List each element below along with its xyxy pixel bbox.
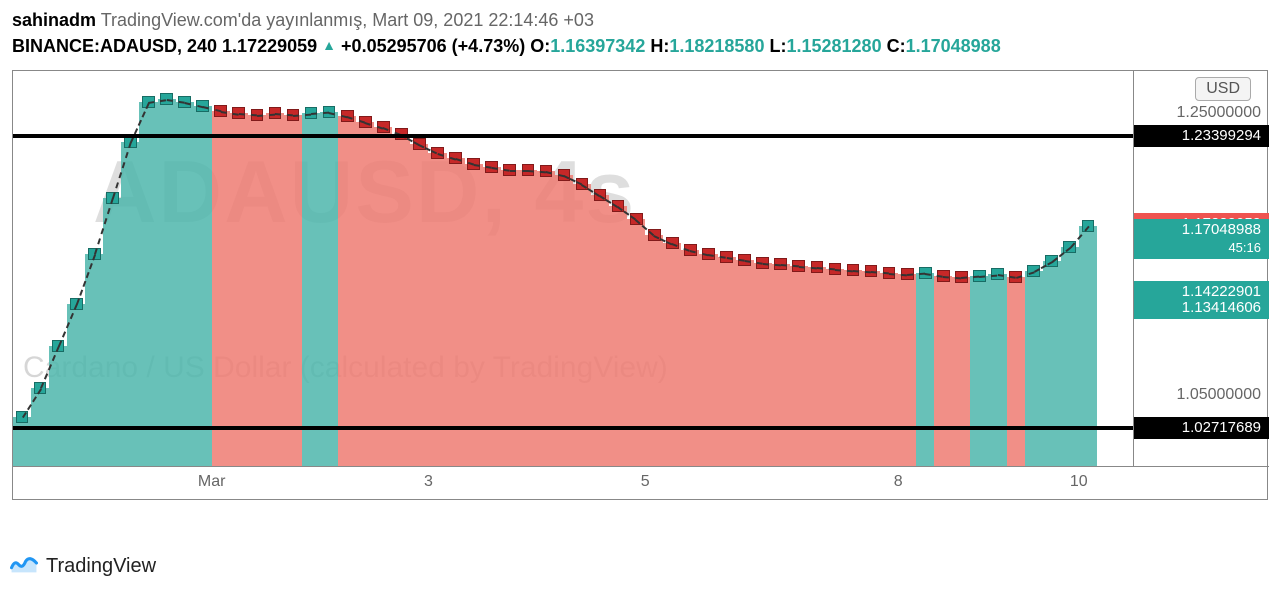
symbol: BINANCE:ADAUSD, 240 [12, 36, 217, 56]
area-column [356, 122, 374, 466]
area-column [844, 270, 862, 466]
area-column [320, 112, 338, 466]
area-column [681, 250, 699, 466]
area-column [826, 269, 844, 467]
area-column [1007, 277, 1025, 466]
area-column [519, 170, 537, 466]
area-column [121, 142, 139, 466]
area-column [176, 102, 194, 466]
time-axis[interactable]: Mar 3 5 8 10 [13, 466, 1269, 500]
x-tick-label: 5 [641, 473, 650, 491]
area-column [465, 164, 483, 466]
published-text: TradingView.com'da yayınlanmış, Mart 09,… [101, 10, 594, 30]
hline-price-badge: 1.02717689 [1134, 417, 1269, 439]
x-tick-label: 8 [894, 473, 903, 491]
area-column [988, 274, 1006, 466]
area-column [970, 276, 988, 466]
high-label: H: [650, 36, 669, 56]
area-column [790, 266, 808, 466]
area-column [754, 263, 772, 466]
area-column [374, 127, 392, 466]
area-column [248, 115, 266, 466]
change-abs: +0.05295706 [341, 36, 447, 56]
publish-line: sahinadm TradingView.com'da yayınlanmış,… [12, 8, 1268, 32]
username: sahinadm [12, 10, 96, 30]
area-column [139, 102, 157, 466]
quote-line: BINANCE:ADAUSD, 240 1.17229059 ▲ +0.0529… [12, 34, 1268, 59]
high-value: 1.18218580 [669, 36, 764, 56]
area-column [916, 273, 934, 466]
hline-price-badge: 1.23399294 [1134, 125, 1269, 147]
open-value: 1.16397342 [550, 36, 645, 56]
area-column [699, 254, 717, 466]
open-label: O: [530, 36, 550, 56]
area-column [85, 254, 103, 466]
arrow-up-icon: ▲ [322, 37, 336, 53]
area-column [663, 243, 681, 466]
area-column [501, 170, 519, 466]
area-column [13, 417, 31, 466]
area-column [410, 144, 428, 466]
y-tick-label: 1.05000000 [1176, 386, 1261, 404]
area-column [266, 113, 284, 466]
price-badge-countdown: 45:16 [1134, 237, 1269, 259]
area-column [952, 277, 970, 466]
area-column [573, 184, 591, 466]
area-column [1025, 271, 1043, 466]
area-column [67, 304, 85, 466]
area-column [555, 175, 573, 466]
area-column [158, 99, 176, 466]
area-column [1061, 247, 1079, 466]
area-column [934, 276, 952, 466]
area-column [898, 274, 916, 466]
low-value: 1.15281280 [786, 36, 881, 56]
area-column [862, 271, 880, 466]
area-column [880, 273, 898, 466]
chart-container[interactable]: ADAUSD, 4s Cardano / US Dollar (calculat… [12, 70, 1268, 500]
price-axis[interactable]: USD 1.23399294 1.02717689 1.25000000 1.0500… [1133, 71, 1269, 466]
horizontal-line[interactable] [13, 426, 1133, 430]
area-column [736, 260, 754, 466]
horizontal-line[interactable] [13, 134, 1133, 138]
area-column [230, 113, 248, 466]
area-column [428, 153, 446, 466]
area-column [302, 113, 320, 466]
chart-plot[interactable]: ADAUSD, 4s Cardano / US Dollar (calculat… [13, 71, 1133, 466]
outline-segment [510, 170, 528, 172]
last-price: 1.17229059 [222, 36, 317, 56]
change-pct: (+4.73%) [452, 36, 526, 56]
tradingview-logo-icon [10, 553, 38, 579]
area-column [772, 264, 790, 466]
area-column [483, 167, 501, 466]
brand-footer: TradingView [10, 553, 156, 579]
brand-name: TradingView [46, 555, 156, 578]
area-column [1043, 261, 1061, 466]
area-column [392, 134, 410, 466]
price-badge: 1.13414606 [1134, 297, 1269, 319]
area-column [718, 257, 736, 466]
area-column [808, 267, 826, 466]
area-column [338, 116, 356, 466]
x-tick-label: 10 [1070, 473, 1088, 491]
low-label: L: [769, 36, 786, 56]
area-column [194, 106, 212, 466]
area-column [284, 115, 302, 466]
close-label: C: [887, 36, 906, 56]
area-column [1079, 226, 1097, 466]
area-column [212, 111, 230, 467]
area-column [537, 171, 555, 466]
y-tick-label: 1.25000000 [1176, 104, 1261, 122]
currency-pill[interactable]: USD [1195, 77, 1251, 101]
area-column [447, 158, 465, 466]
x-tick-label: Mar [198, 473, 226, 491]
close-value: 1.17048988 [906, 36, 1001, 56]
area-column [645, 235, 663, 466]
x-tick-label: 3 [424, 473, 433, 491]
